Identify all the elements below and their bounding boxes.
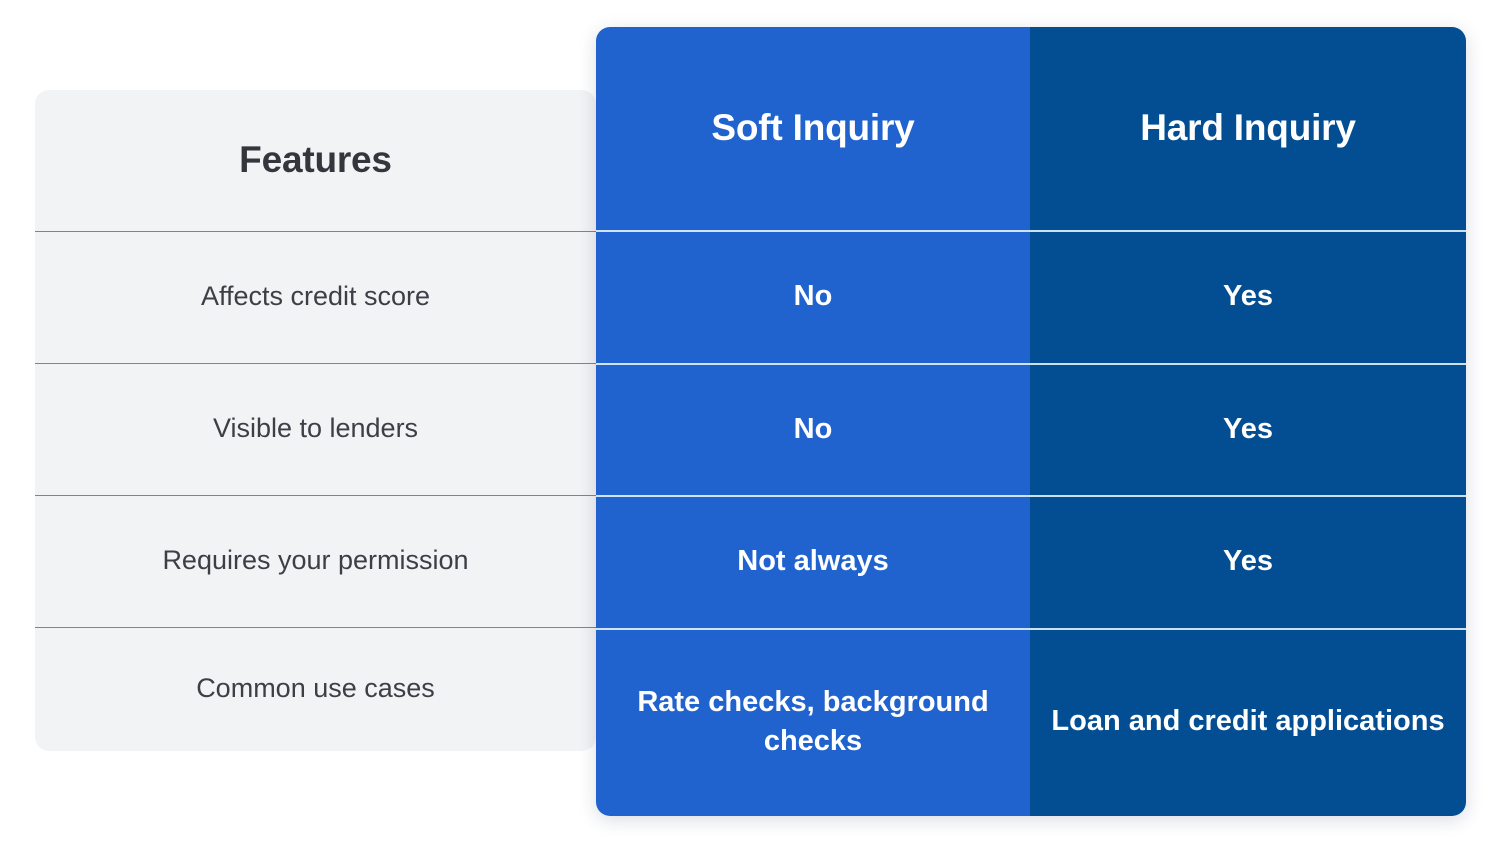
soft-inquiry-column: Soft Inquiry No No Not always Rate check… — [596, 27, 1030, 816]
hard-cell-value: Yes — [1223, 280, 1273, 313]
hard-inquiry-column-header: Hard Inquiry — [1030, 27, 1466, 230]
inquiry-comparison-card: Soft Inquiry No No Not always Rate check… — [596, 27, 1466, 816]
hard-cell-value: Loan and credit applications — [1051, 705, 1445, 738]
soft-cell-value: No — [793, 280, 833, 313]
hard-inquiry-column: Hard Inquiry Yes Yes Yes Loan and credit… — [1030, 27, 1466, 816]
features-panel: Features Affects credit score Visible to… — [35, 90, 596, 751]
feature-label: Affects credit score — [200, 281, 431, 312]
feature-row-affects-credit-score: Affects credit score — [35, 231, 596, 363]
feature-row-requires-your-permission: Requires your permission — [35, 495, 596, 627]
feature-row-common-use-cases: Common use cases — [35, 627, 596, 751]
feature-label: Common use cases — [196, 673, 435, 704]
feature-label: Visible to lenders — [212, 413, 419, 444]
soft-inquiry-column-header: Soft Inquiry — [596, 27, 1030, 230]
soft-inquiry-column-header-label: Soft Inquiry — [711, 107, 915, 149]
soft-cell-requires-your-permission: Not always — [596, 495, 1030, 628]
soft-cell-affects-credit-score: No — [596, 230, 1030, 363]
hard-cell-affects-credit-score: Yes — [1030, 230, 1466, 363]
feature-label: Requires your permission — [162, 545, 469, 576]
feature-row-visible-to-lenders: Visible to lenders — [35, 363, 596, 495]
soft-cell-value: Rate checks, background checks — [637, 685, 989, 757]
hard-cell-requires-your-permission: Yes — [1030, 495, 1466, 628]
soft-cell-value: No — [793, 412, 833, 445]
hard-cell-visible-to-lenders: Yes — [1030, 363, 1466, 495]
hard-cell-value: Yes — [1223, 545, 1273, 578]
features-header-cell: Features — [35, 90, 596, 231]
hard-cell-common-use-cases: Loan and credit applications — [1030, 628, 1466, 816]
hard-inquiry-column-header-label: Hard Inquiry — [1140, 107, 1356, 149]
hard-cell-value: Yes — [1223, 412, 1273, 445]
soft-cell-value: Not always — [737, 545, 889, 578]
soft-cell-common-use-cases: Rate checks, background checks — [596, 628, 1030, 816]
features-column-header-label: Features — [239, 139, 392, 181]
soft-cell-visible-to-lenders: No — [596, 363, 1030, 495]
